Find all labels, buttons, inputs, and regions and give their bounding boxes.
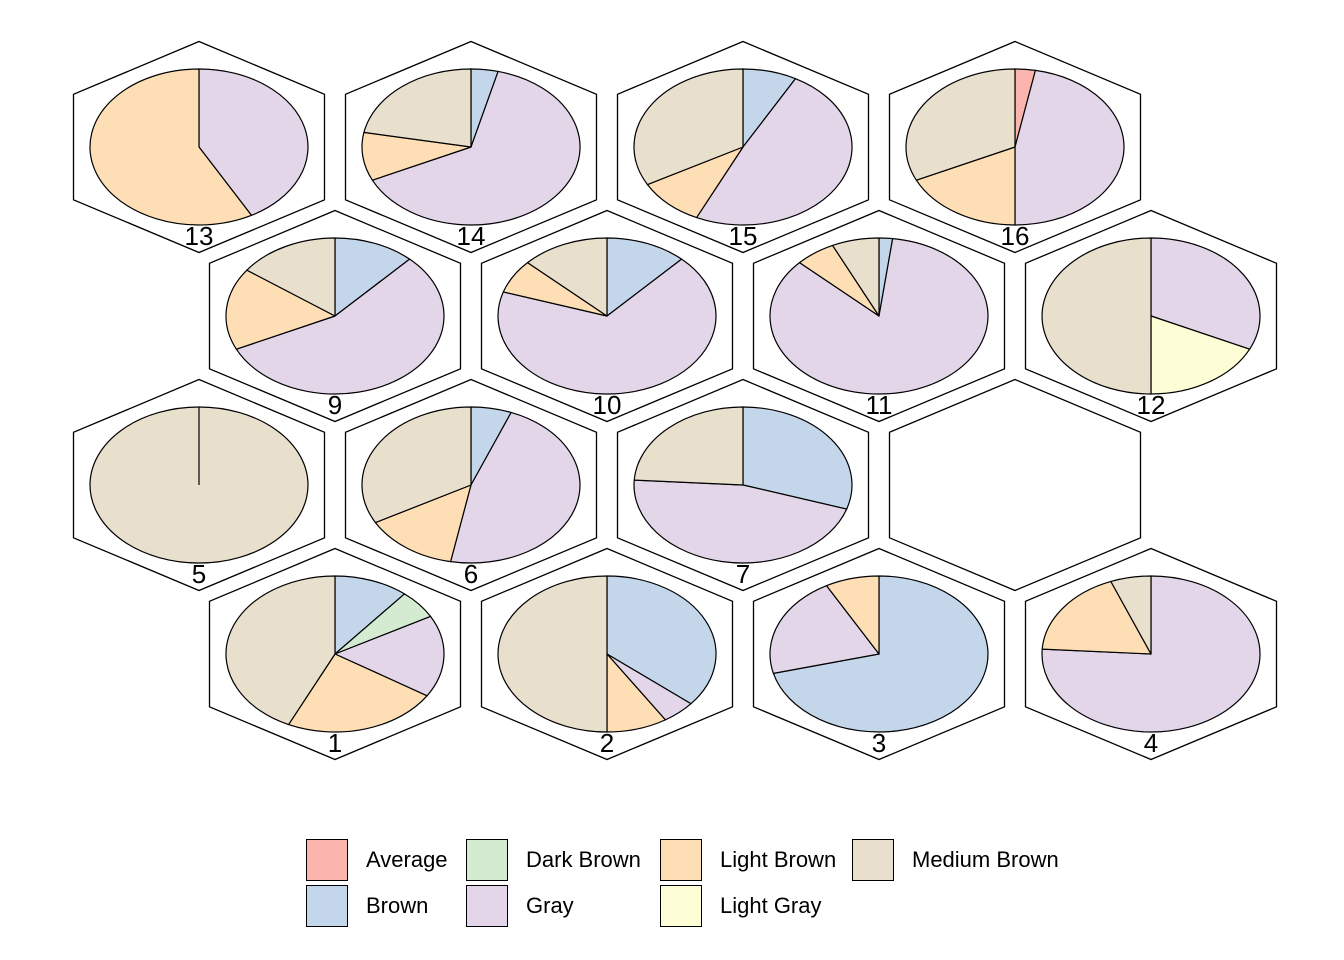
legend-label: Light Gray <box>720 893 822 918</box>
pie-slice-2-brown <box>606 575 717 705</box>
cell-label-2: 2 <box>600 728 614 758</box>
cell-label-12: 12 <box>1137 390 1166 420</box>
legend-label: Medium Brown <box>912 847 1059 872</box>
hexagon-cell-8 <box>888 378 1142 592</box>
pie-slice-6-gray <box>449 411 581 564</box>
cell-label-5: 5 <box>192 559 206 589</box>
pie-slice-16-light-brown <box>915 146 1016 226</box>
pie-slice-12-light-gray <box>1150 315 1251 395</box>
cell-label-11: 11 <box>866 390 893 420</box>
legend-label: Dark Brown <box>526 847 641 872</box>
cell-label-6: 6 <box>464 559 478 589</box>
pie-slice-7-brown <box>742 406 853 510</box>
cell-label-4: 4 <box>1144 728 1158 758</box>
cell-label-14: 14 <box>457 221 486 251</box>
legend-swatch <box>466 885 508 927</box>
legend-label: Average <box>366 847 448 872</box>
pie-slice-9-medium-brown <box>246 237 336 317</box>
pie-slice-15-medium-brown <box>633 68 744 186</box>
legend-item-average: Average <box>306 838 448 882</box>
legend-item-light-gray: Light Gray <box>660 884 822 928</box>
legend-item-medium-brown: Medium Brown <box>852 838 1059 882</box>
pie-slice-14-medium-brown <box>363 68 472 148</box>
pie-slice-3-light-brown <box>825 575 880 655</box>
legend-label: Light Brown <box>720 847 837 872</box>
pie-slice-1-light-brown <box>287 653 428 733</box>
legend-item-dark-brown: Dark Brown <box>466 838 641 882</box>
pie-slice-10-gray <box>497 258 717 395</box>
legend-label: Gray <box>526 893 574 918</box>
pie-slice-3-gray <box>769 585 880 674</box>
pie-slice-16-gray <box>1014 69 1125 226</box>
pie-slice-15-gray <box>695 78 853 226</box>
legend-swatch <box>660 885 702 927</box>
legend-swatch <box>306 839 348 881</box>
pie-slice-6-medium-brown <box>361 406 472 524</box>
legend-swatch <box>852 839 894 881</box>
legend-swatch <box>660 839 702 881</box>
legend: Average Brown Dark Brown Gray Light Brown Lig… <box>306 838 1106 930</box>
legend-label: Brown <box>366 893 429 918</box>
cell-label-1: 1 <box>328 728 342 758</box>
pie-slice-1-brown <box>334 575 406 655</box>
pie-slice-12-medium-brown <box>1041 237 1152 395</box>
cell-label-10: 10 <box>593 390 622 420</box>
pie-slice-4-light-brown <box>1041 580 1152 655</box>
legend-item-brown: Brown <box>306 884 428 928</box>
pie-slice-16-medium-brown <box>905 68 1016 181</box>
pie-slice-9-gray <box>235 258 445 395</box>
pie-slice-10-brown <box>606 237 683 317</box>
legend-item-light-brown: Light Brown <box>660 838 836 882</box>
pie-slice-7-medium-brown <box>633 406 744 486</box>
pie-slice-13-light-brown <box>89 68 253 226</box>
cell-label-13: 13 <box>185 221 214 251</box>
legend-swatch <box>306 885 348 927</box>
cell-label-9: 9 <box>328 390 342 420</box>
legend-swatch <box>466 839 508 881</box>
pie-slice-11-medium-brown <box>831 237 880 317</box>
cell-label-15: 15 <box>729 221 758 251</box>
pie-slice-10-medium-brown <box>526 237 608 317</box>
pie-slice-1-medium-brown <box>225 575 336 726</box>
pie-slice-3-brown <box>772 575 989 733</box>
pie-slice-13-gray <box>198 68 309 216</box>
pie-slice-1-gray <box>334 615 445 697</box>
pie-slice-4-medium-brown <box>1110 575 1152 655</box>
cell-label-16: 16 <box>1001 221 1030 251</box>
pie-slice-6-light-brown <box>374 484 472 563</box>
pie-slice-9-light-brown <box>225 269 336 350</box>
pie-slice-12-gray <box>1150 237 1261 350</box>
pie-slice-2-medium-brown <box>497 575 608 733</box>
cell-label-3: 3 <box>872 728 886 758</box>
pie-slice-7-gray <box>633 479 848 564</box>
pie-slice-9-brown <box>334 237 411 317</box>
legend-item-gray: Gray <box>466 884 574 928</box>
cell-label-7: 7 <box>736 559 750 589</box>
pie-slice-14-gray <box>371 70 581 226</box>
